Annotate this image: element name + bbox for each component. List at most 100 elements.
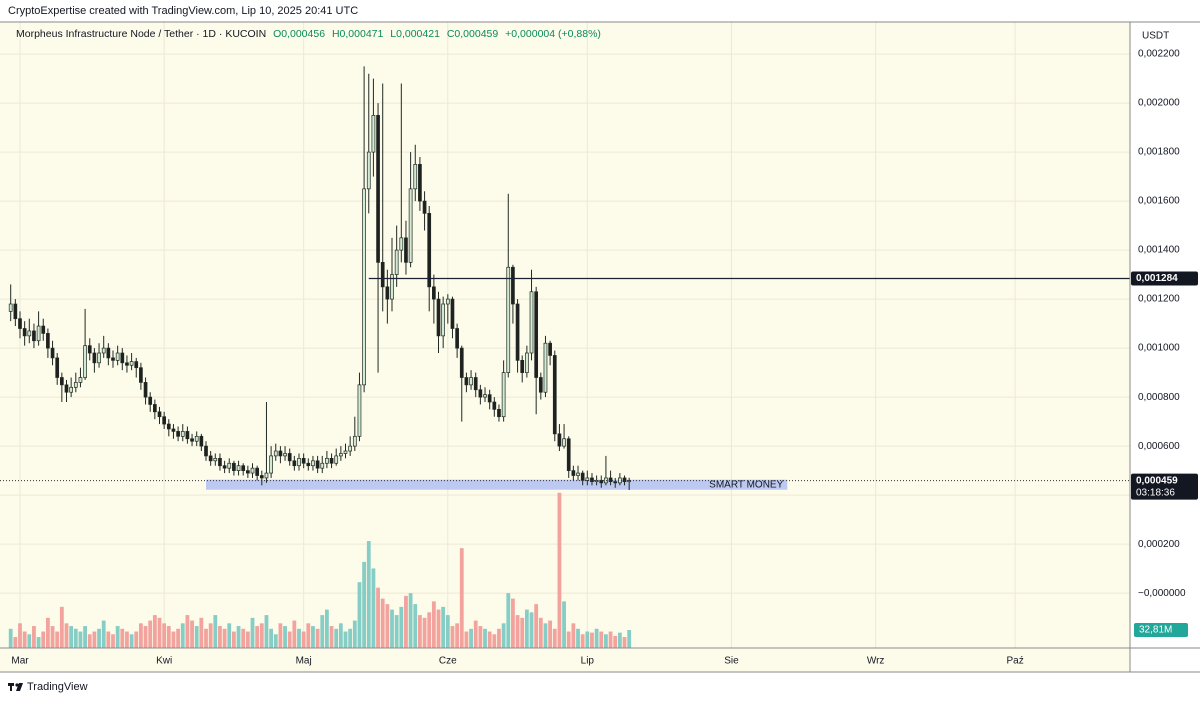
- candle-body: [55, 357, 60, 378]
- candle-body: [473, 377, 478, 391]
- candle-body: [129, 361, 134, 366]
- volume-bar: [213, 615, 218, 648]
- x-tick-label: Lip: [581, 656, 595, 667]
- volume-bar: [45, 617, 50, 648]
- candle-body: [334, 455, 339, 464]
- volume-bar: [83, 626, 87, 648]
- volume-bar: [59, 606, 64, 648]
- candle-body: [450, 298, 455, 329]
- candle-body: [520, 360, 525, 373]
- y-tick-label: 0,001400: [1138, 245, 1180, 256]
- volume-bar: [576, 628, 580, 648]
- volume-bar: [278, 623, 283, 648]
- x-tick-label: Paź: [1007, 656, 1024, 667]
- header: CryptoExpertise created with TradingView…: [8, 5, 358, 17]
- volume-bar: [190, 620, 194, 648]
- candle-body: [194, 435, 199, 442]
- volume-bar: [543, 623, 548, 648]
- candle-body: [162, 416, 167, 425]
- candle-body: [343, 450, 348, 454]
- volume-bar: [166, 626, 171, 648]
- volume-bar: [115, 626, 120, 648]
- candle-body: [394, 249, 399, 275]
- volume-bar: [157, 617, 162, 648]
- volume-bar: [283, 626, 287, 648]
- candle-body: [390, 274, 394, 300]
- volume-bar: [120, 628, 125, 648]
- candle-body: [227, 462, 232, 469]
- candle-body: [534, 291, 539, 378]
- y-tick-label: −0,000000: [1138, 588, 1186, 599]
- candle-body: [213, 458, 218, 462]
- candle-body: [269, 455, 273, 474]
- volume-bar: [73, 628, 78, 648]
- candle-body: [548, 342, 552, 356]
- candle-body: [8, 303, 13, 312]
- volume-bar: [599, 631, 604, 648]
- candle-body: [180, 431, 185, 437]
- candle-body: [501, 372, 506, 418]
- candle-body: [399, 237, 404, 251]
- volume-bar: [27, 634, 32, 648]
- candle-body: [413, 164, 418, 190]
- zone-label: SMART MONEY: [709, 479, 783, 490]
- candle-body: [529, 291, 534, 354]
- candle-body: [22, 328, 27, 337]
- candle-body: [594, 480, 599, 482]
- candle-body: [153, 404, 157, 413]
- candle-body: [385, 286, 390, 300]
- volume-bar: [427, 612, 432, 648]
- candle-body: [166, 423, 171, 430]
- candle-body: [208, 455, 213, 462]
- candle-body: [441, 303, 446, 337]
- volume-bar: [143, 626, 148, 648]
- y-tick-label: 0,001600: [1138, 196, 1180, 207]
- legend-low: L0,000421: [390, 28, 440, 40]
- candle-body: [562, 438, 566, 447]
- candle-body: [246, 470, 250, 474]
- volume-bar: [413, 604, 418, 648]
- volume-bar: [515, 615, 520, 648]
- volume-bar: [92, 631, 97, 648]
- candle-body: [506, 266, 511, 373]
- volume-bar: [320, 615, 325, 648]
- volume-bar: [418, 615, 422, 648]
- level-badge: [1131, 271, 1198, 286]
- volume-bar: [87, 634, 92, 648]
- candle-body: [478, 389, 483, 398]
- candle-body: [111, 357, 115, 361]
- candle-body: [78, 377, 83, 383]
- volume-bar: [520, 617, 525, 648]
- y-tick-label: 0,002000: [1138, 98, 1180, 109]
- candle-body: [418, 164, 422, 202]
- candle-body: [608, 477, 613, 482]
- candle-body: [18, 318, 22, 329]
- volume-bar: [529, 612, 534, 648]
- volume-bar: [162, 623, 167, 648]
- y-tick-label: 0,001200: [1138, 294, 1180, 305]
- candle-body: [36, 325, 41, 342]
- volume-bar: [139, 623, 143, 648]
- candle-body: [190, 438, 194, 442]
- legend: Morpheus Infrastructure Node / Tether · …: [16, 28, 601, 40]
- volume-bar: [390, 609, 394, 648]
- volume-bar: [478, 626, 483, 648]
- legend-symbol: Morpheus Infrastructure Node / Tether · …: [16, 28, 266, 40]
- volume-bar: [357, 582, 362, 648]
- volume-bar: [41, 631, 46, 648]
- candle-body: [69, 386, 73, 393]
- volume-bar: [497, 628, 501, 648]
- volume-bar: [455, 623, 460, 648]
- candle-body: [352, 435, 357, 447]
- candle-body: [362, 188, 366, 386]
- candle-body: [306, 462, 311, 467]
- volume-bar: [199, 617, 204, 648]
- candle-body: [576, 472, 580, 476]
- volume-bar: [232, 631, 236, 648]
- candle-body: [83, 345, 87, 378]
- volume-bar: [185, 615, 190, 648]
- logo-mark: [10, 683, 12, 691]
- volume-bar: [534, 604, 539, 648]
- candle-body: [511, 266, 515, 305]
- candle-body: [27, 330, 32, 337]
